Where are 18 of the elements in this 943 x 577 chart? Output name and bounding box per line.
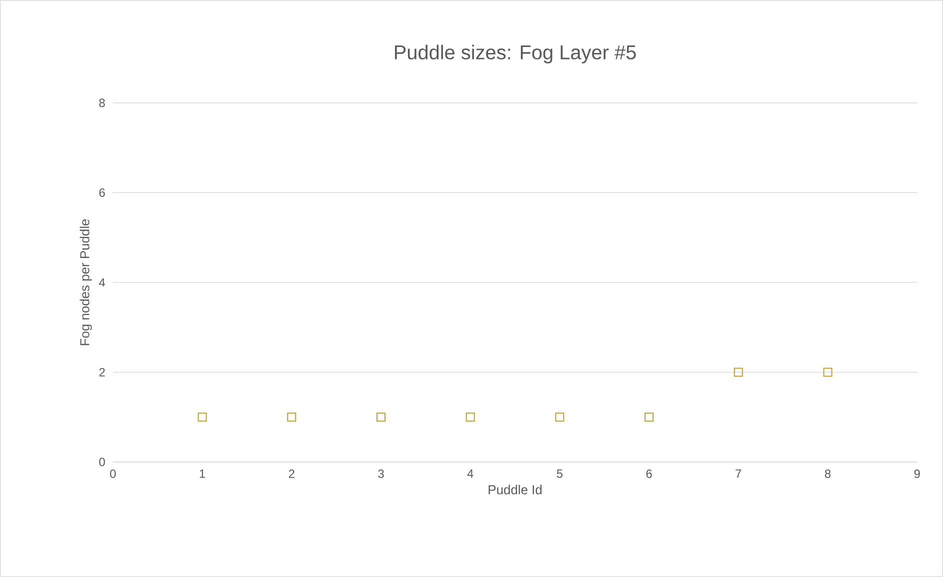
x-tick-label: 8 <box>824 470 831 478</box>
x-tick-label: 2 <box>288 470 294 478</box>
y-tick-label: 0 <box>99 458 105 466</box>
x-tick-label: 3 <box>378 470 384 478</box>
x-tick-label: 1 <box>200 470 206 478</box>
y-tick-label: 2 <box>99 368 105 376</box>
x-tick-label: 6 <box>646 470 652 478</box>
y-tick-label: 6 <box>99 188 105 197</box>
x-tick-label: 7 <box>736 470 742 478</box>
chart-title: Puddle sizes: Fog Layer #5 <box>394 44 636 64</box>
x-axis-title: Puddle Id <box>488 484 542 494</box>
y-tick-label: 8 <box>99 98 105 108</box>
x-tick-label: 9 <box>914 470 920 478</box>
x-tick-label: 5 <box>556 470 563 478</box>
y-tick-label: 4 <box>99 278 106 287</box>
y-axis-title: Fog nodes per Puddle <box>80 219 92 346</box>
x-tick-label: 0 <box>110 470 116 478</box>
x-tick-label: 4 <box>467 470 474 478</box>
